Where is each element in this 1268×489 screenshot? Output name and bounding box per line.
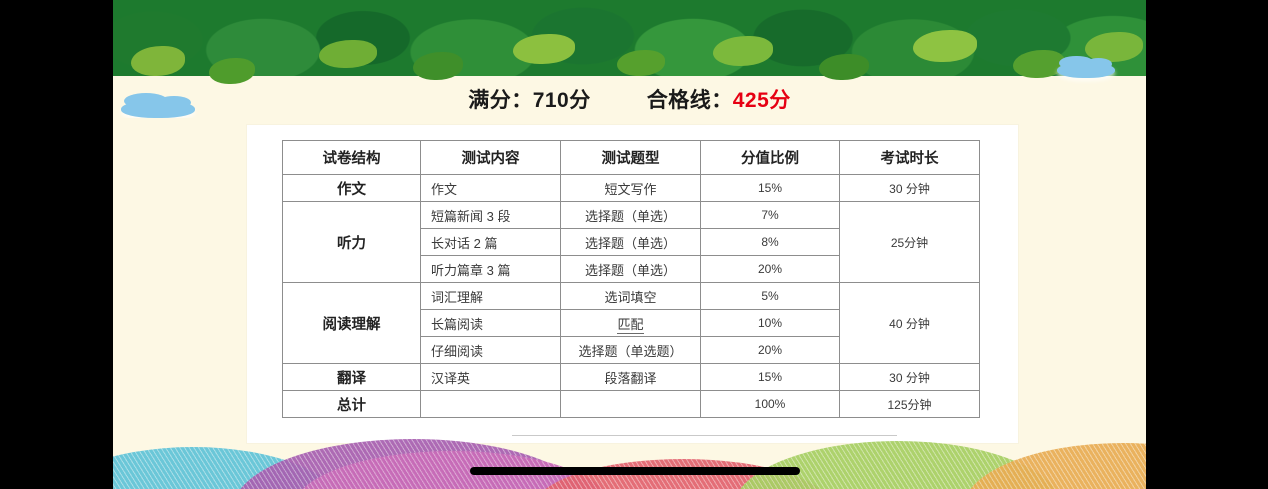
cell-ratio: 20%: [700, 336, 840, 364]
cell-content: 听力篇章 3 篇: [420, 255, 561, 283]
cell-ratio: 7%: [700, 201, 840, 229]
cell-content: 作文: [420, 174, 561, 202]
cell-content: 词汇理解: [420, 282, 561, 310]
cell-content: 长对话 2 篇: [420, 228, 561, 256]
table-row: 听力 短篇新闻 3 段 选择题（单选） 7% 25分钟: [282, 201, 980, 283]
cell-type: 选择题（单选）: [560, 228, 701, 256]
cell-content: [420, 390, 561, 418]
cell-type: [560, 390, 701, 418]
leaf-shape: [617, 50, 665, 76]
cell-section: 翻译: [282, 363, 421, 391]
pass-line-value: 425分: [732, 89, 791, 112]
slide-content-area: 满分：710分 合格线：425分 试卷结构 测试内容 测试题型 分值比例 考试时…: [113, 0, 1146, 489]
table-row: 作文 作文 短文写作 15% 30 分钟: [282, 174, 980, 202]
cell-type: 匹配: [560, 309, 701, 337]
cell-content: 短篇新闻 3 段: [420, 201, 561, 229]
cell-duration: 125分钟: [839, 390, 980, 418]
pass-line-label: 合格线：: [646, 89, 733, 112]
cloud-right-icon: [1057, 55, 1115, 78]
cell-content: 仔细阅读: [420, 336, 561, 364]
full-score-label: 满分：710分: [468, 89, 591, 112]
cell-type: 选词填空: [560, 282, 701, 310]
table-row: 总计 100% 125分钟: [282, 390, 980, 418]
exam-structure-table: 试卷结构 测试内容 测试题型 分值比例 考试时长 作文 作文 短文写作 15% …: [282, 140, 980, 418]
cell-section: 总计: [282, 390, 421, 418]
hills-decoration: [113, 417, 1146, 489]
cell-type: 选择题（单选）: [560, 201, 701, 229]
leaf-shape: [209, 58, 255, 84]
cell-ratio: 100%: [700, 390, 840, 418]
pass-line-group: 合格线：425分: [647, 84, 791, 114]
col-header-duration: 考试时长: [839, 140, 980, 175]
leaf-shape: [131, 46, 185, 76]
cell-duration: 30 分钟: [839, 363, 980, 391]
cell-duration: 40 分钟: [839, 282, 980, 364]
col-header-content: 测试内容: [420, 140, 561, 175]
table-row: 长对话 2 篇 选择题（单选） 8%: [283, 228, 980, 256]
cell-type: 选择题（单选题）: [560, 336, 701, 364]
card-divider: [512, 435, 897, 436]
col-header-ratio: 分值比例: [700, 140, 840, 175]
cell-duration: 25分钟: [839, 201, 980, 283]
cell-type-underlined: 匹配: [617, 316, 644, 334]
leaf-shape: [913, 30, 977, 62]
cell-type: 短文写作: [560, 174, 701, 202]
cell-ratio: 8%: [700, 228, 840, 256]
cell-ratio: 20%: [700, 255, 840, 283]
leaf-shape: [319, 40, 377, 68]
cell-type: 段落翻译: [560, 363, 701, 391]
cell-section: 作文: [282, 174, 421, 202]
col-header-type: 测试题型: [560, 140, 701, 175]
cell-ratio: 15%: [700, 174, 840, 202]
leaf-shape: [513, 34, 575, 64]
col-header-structure: 试卷结构: [282, 140, 421, 175]
leaf-shape: [1085, 32, 1143, 62]
leaf-shape: [1013, 50, 1065, 78]
foliage-decoration: [113, 0, 1146, 118]
cell-content: 汉译英: [420, 363, 561, 391]
table-row: 阅读理解 词汇理解 选词填空 5% 40 分钟: [282, 282, 980, 364]
table-row: 仔细阅读 选择题（单选题） 20%: [283, 336, 980, 364]
headline: 满分：710分 合格线：425分: [113, 84, 1146, 114]
table-row: 长篇阅读 匹配 10%: [283, 309, 980, 337]
cell-ratio: 5%: [700, 282, 840, 310]
cell-section: 听力: [282, 201, 421, 283]
table-row: 翻译 汉译英 段落翻译 15% 30 分钟: [282, 363, 980, 391]
leaf-shape: [413, 52, 463, 80]
playback-progress-bar[interactable]: [470, 467, 800, 475]
cloud-left-icon: [121, 93, 195, 118]
cell-type: 选择题（单选）: [560, 255, 701, 283]
cell-ratio: 15%: [700, 363, 840, 391]
table-row: 听力篇章 3 篇 选择题（单选） 20%: [283, 255, 980, 283]
cell-section: 阅读理解: [282, 282, 421, 364]
cell-content: 长篇阅读: [420, 309, 561, 337]
leaf-shape: [713, 36, 773, 66]
table-header-row: 试卷结构 测试内容 测试题型 分值比例 考试时长: [282, 140, 980, 175]
leaf-shape: [819, 54, 869, 80]
cell-duration: 30 分钟: [839, 174, 980, 202]
cell-ratio: 10%: [700, 309, 840, 337]
